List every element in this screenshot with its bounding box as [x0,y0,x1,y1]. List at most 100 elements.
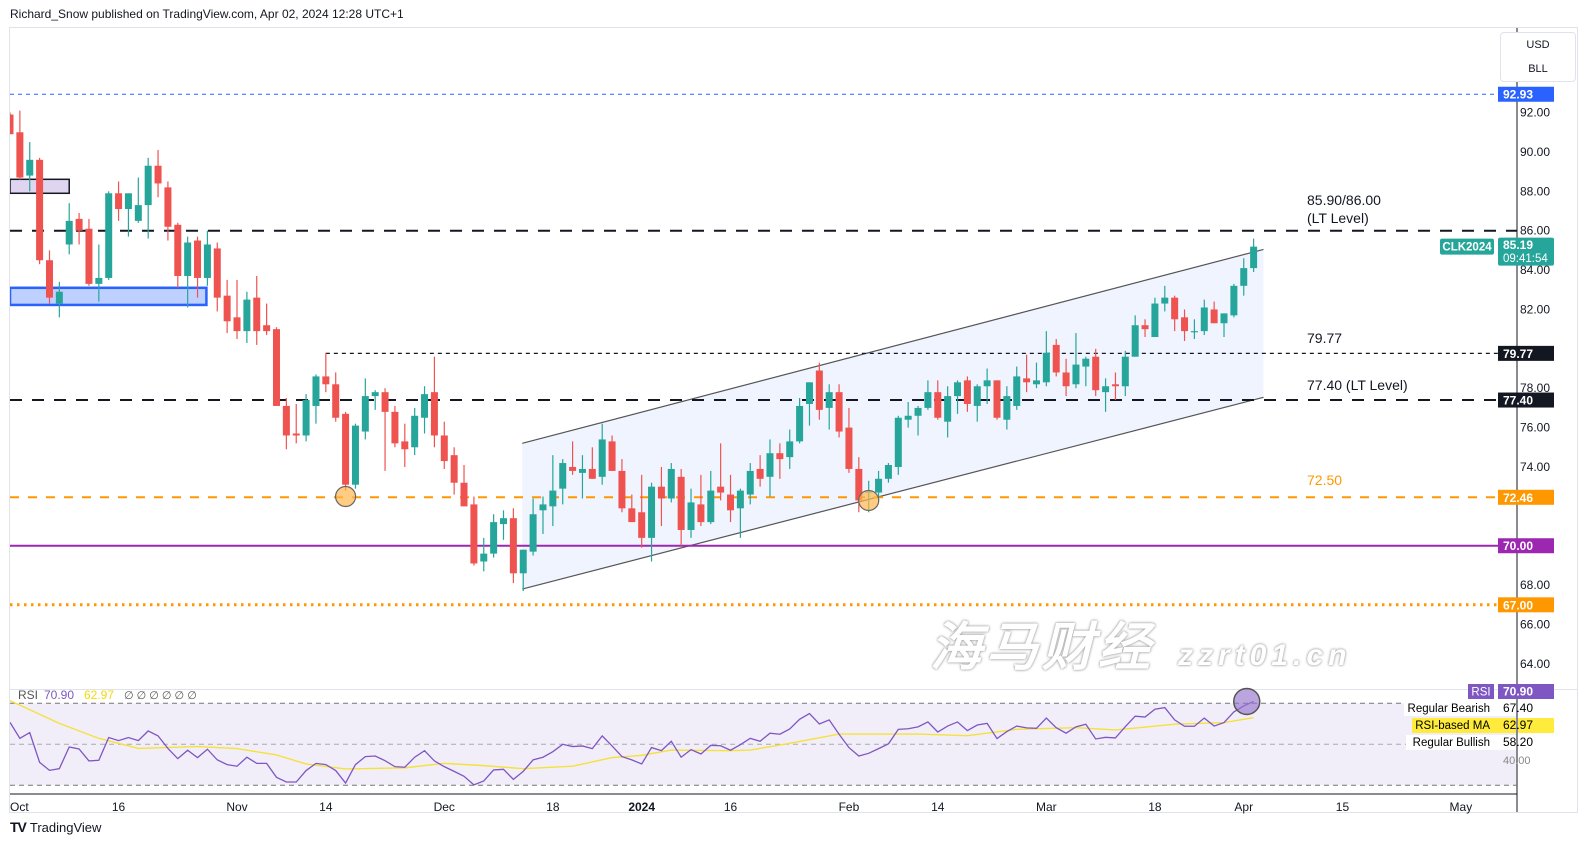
candle-body [312,376,320,406]
candle-body [1102,386,1110,393]
touch-point-marker [334,485,357,508]
candle-body [342,413,350,485]
candle-body [1141,325,1149,330]
candle-body [55,291,63,304]
candle-body [1220,313,1228,324]
rsi-line [10,700,1254,786]
channel-fill [522,249,1264,590]
rsi-badge-bg [1468,684,1494,699]
price-tick: 64.00 [1520,657,1550,671]
price-badge: 70.00 [1503,539,1533,553]
time-axis[interactable]: Oct 16 Nov 14 Dec 18 2024 16 Feb 14 Mar 18 Apr 15 May [10,800,1472,814]
candle-body [381,392,389,412]
candle-body [164,187,172,227]
candle-body [450,455,458,483]
candle-body [835,392,843,432]
candle-body [1032,380,1040,385]
price-badge: 77.40 [1503,394,1533,408]
candle-body [26,159,34,176]
candle-body [490,522,498,554]
currency-unit-selector[interactable]: USD BLL [1500,32,1576,82]
candle-body [944,396,952,422]
candle-body [845,427,853,469]
price-badge: 67.00 [1503,598,1533,612]
candle-body [460,482,468,507]
regular-bearish-value: 67.40 [1503,701,1533,715]
candle-body [776,453,784,460]
candle-body [10,114,14,135]
price-tick: 92.00 [1520,106,1550,120]
candle-body [569,466,577,471]
rsi-ma-label: RSI-based MA [1415,720,1490,732]
candle-body [1200,307,1208,332]
channel-layer [522,248,1264,590]
candle-body [884,465,892,479]
candle-body [45,260,53,298]
candle-body [815,370,823,410]
candle-body [115,193,123,210]
candle-body [1230,285,1238,316]
price-badge-bg [1498,489,1554,505]
candle-body [470,504,478,564]
candle-body [657,486,665,499]
candle-body [598,439,606,477]
candle-body [1181,317,1189,332]
candle-body [588,468,596,479]
candle-body [1072,364,1080,385]
time-tick: May [1450,800,1473,814]
rsi-ma-value: 62.97 [1503,718,1533,732]
candle-body [292,433,300,436]
candle-body [1210,309,1218,324]
price-tick: 66.00 [1520,618,1550,632]
rsi-overbought-marker [1233,687,1261,716]
rsi-ma-value-bg [1518,718,1554,733]
bullish-label-bg [1406,735,1516,750]
candle-body [1161,297,1169,304]
rsi-legend[interactable]: RSI 70.90 62.97 ∅ ∅ ∅ ∅ ∅ ∅ [18,688,197,702]
price-badge-bg [1498,392,1554,408]
candle-body [618,470,626,509]
candle-body [500,518,507,525]
regular-bullish-value: 58.20 [1503,735,1533,749]
candle-body [371,392,379,397]
tradingview-footer[interactable]: TV TradingView [10,819,101,835]
watermark-cn: 海马财经 [930,619,1155,677]
price-axis[interactable]: 92.00 90.00 88.00 86.00 84.00 82.00 78.00 76.00… [1520,106,1550,671]
candle-body [421,394,429,418]
candle-body [263,325,271,332]
rsi-legend-title: RSI [18,688,38,702]
candle-body [914,407,922,416]
candle-body [509,518,517,574]
candle-body [894,417,902,467]
candle-body [677,476,685,530]
time-tick: 2024 [628,800,655,814]
candle-body [1013,376,1021,406]
candle-body [401,441,409,450]
bar-countdown: 09:41:54 [1503,253,1548,265]
level-7740-label: 77.40 (LT Level) [1307,377,1408,393]
candle-body [124,193,132,210]
level-86-label-2: (LT Level) [1307,210,1369,226]
candle-body [697,504,705,523]
time-tick: 15 [1336,800,1350,814]
candle-body [480,553,488,562]
regular-bearish-label: Regular Bearish [1408,703,1490,715]
tradingview-logo-icon: TV [10,819,27,835]
candle-body [272,329,280,406]
candle-body [1131,325,1139,357]
rsi-legend-extras: ∅ ∅ ∅ ∅ ∅ ∅ [124,690,197,702]
tradingview-logo-text: TradingView [29,819,102,835]
currency-label[interactable]: USD [1526,39,1550,51]
candle-body [361,396,369,432]
candle-body [351,425,359,485]
candle-body [85,228,93,284]
candle-body [411,415,419,448]
candle-body [519,549,527,574]
time-tick: Dec [434,800,455,814]
time-tick: 18 [1148,800,1162,814]
time-tick: Nov [226,800,247,814]
candle-body [766,453,774,477]
unit-label[interactable]: BLL [1528,63,1548,75]
levels-layer [10,93,1517,607]
